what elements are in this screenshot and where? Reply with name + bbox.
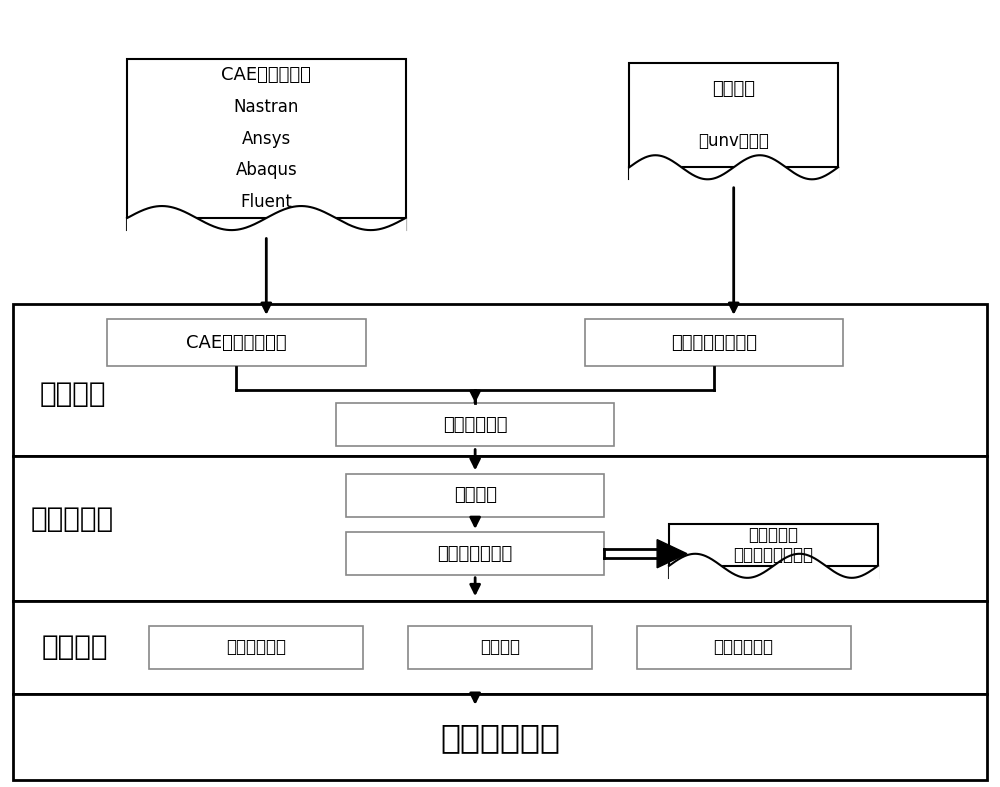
Text: 内存数据结构: 内存数据结构 [443,416,507,434]
Text: 三维显示: 三维显示 [41,634,108,661]
Text: Fluent: Fluent [240,193,292,211]
Polygon shape [657,540,687,567]
Text: 试验数据: 试验数据 [712,80,755,98]
Text: CAE数据导入接口: CAE数据导入接口 [186,334,287,352]
Bar [408,626,592,669]
Text: CAE模型及数据: CAE模型及数据 [221,66,311,84]
Bar [127,60,406,218]
Bar [346,532,604,575]
Text: 外部系统集成: 外部系统集成 [440,721,560,754]
Text: 轻量化处理: 轻量化处理 [31,504,114,533]
Text: （流式数据格式）: （流式数据格式） [733,546,813,564]
Text: 数据转换: 数据转换 [454,486,497,504]
Bar [346,474,604,516]
Text: 轻量化数据: 轻量化数据 [748,526,798,544]
Text: Ansys: Ansys [242,130,291,148]
Bar [13,600,987,694]
Bar [13,304,987,456]
Text: 数据导入: 数据导入 [39,379,106,408]
Bar [637,626,851,669]
Bar [336,403,614,446]
Text: 静力结果显示: 静力结果显示 [226,638,286,656]
Bar [13,456,987,600]
Text: Abaqus: Abaqus [235,161,297,179]
Bar [669,524,878,566]
Bar [629,63,838,168]
Text: 振动试验显示: 振动试验显示 [714,638,774,656]
Bar [585,320,843,366]
Text: Nastran: Nastran [234,98,299,116]
Text: 试验数据导入接口: 试验数据导入接口 [671,334,757,352]
Bar [107,320,366,366]
Text: （unv格式）: （unv格式） [698,132,769,150]
Text: 流式可视化数据: 流式可视化数据 [438,545,513,563]
Bar [149,626,363,669]
Bar [13,694,987,781]
Text: 基本显示: 基本显示 [480,638,520,656]
